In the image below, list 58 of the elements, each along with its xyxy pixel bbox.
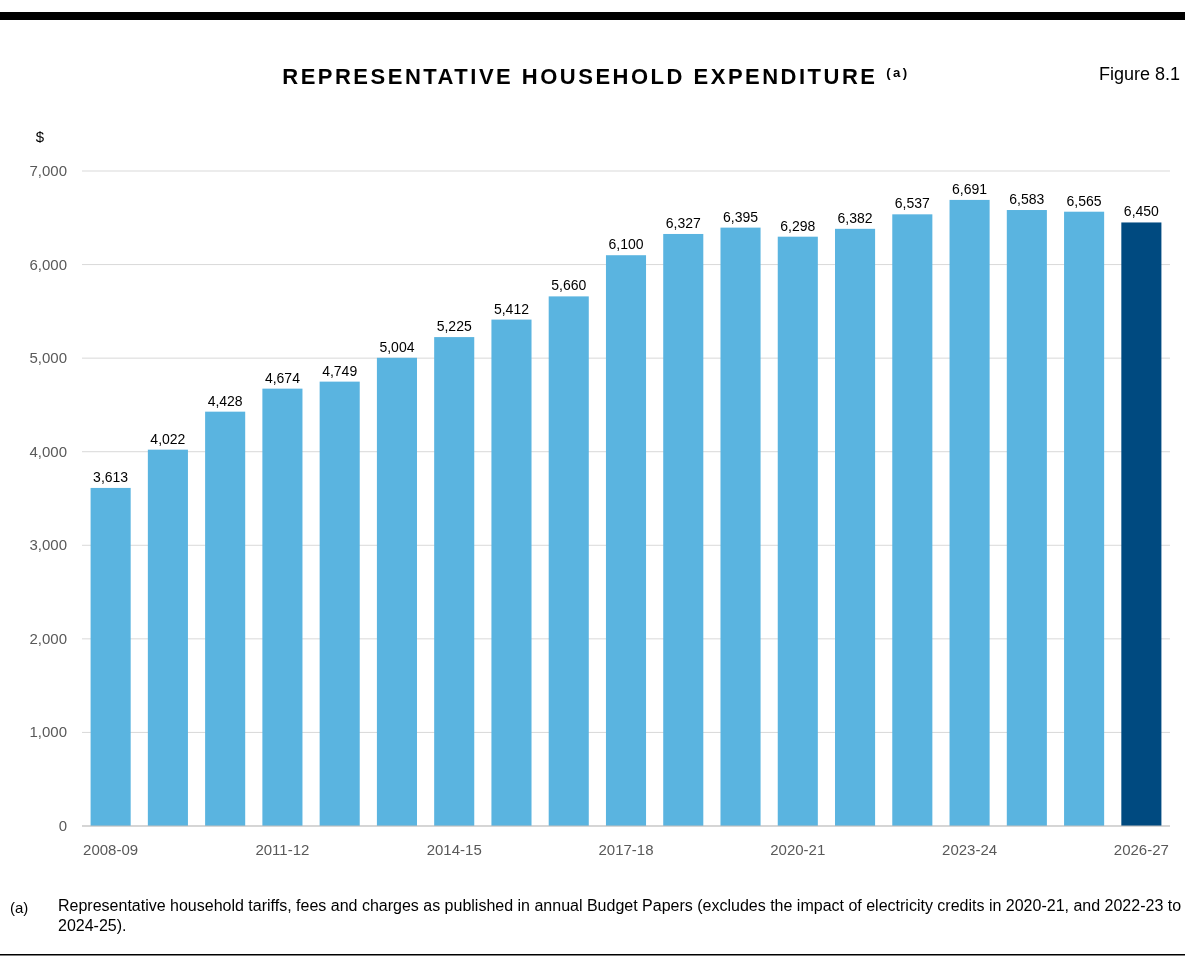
- data-label: 6,382: [837, 209, 873, 226]
- y-tick-label: 6,000: [29, 255, 67, 273]
- data-label: 4,674: [264, 369, 301, 386]
- bar: [892, 214, 933, 826]
- y-tick-label: 4,000: [29, 442, 67, 460]
- data-label: 6,565: [1066, 192, 1102, 209]
- bar: [376, 357, 417, 826]
- bar: [434, 337, 475, 826]
- data-label: 6,395: [723, 208, 759, 225]
- data-label: 6,298: [780, 217, 816, 234]
- bar: [949, 199, 990, 826]
- bar: [835, 228, 876, 826]
- text: (a): [10, 899, 29, 916]
- x-tick-label: 2014-15: [426, 841, 482, 858]
- data-label: 4,022: [150, 430, 186, 447]
- data-label: 6,691: [952, 180, 988, 197]
- data-label: 6,100: [608, 236, 644, 253]
- y-tick-label: 5,000: [29, 349, 67, 367]
- y-tick-label: 7,000: [29, 162, 67, 179]
- data-label: 5,660: [551, 277, 587, 294]
- data-label: 6,583: [1009, 191, 1045, 208]
- bar: [262, 388, 303, 826]
- bar: [90, 487, 131, 826]
- data-label: 6,537: [894, 195, 931, 212]
- bar: [147, 449, 188, 826]
- data-label: 5,412: [493, 300, 530, 317]
- caption: Figure 8.1: [1098, 64, 1180, 84]
- y-tick-label: 1,000: [29, 723, 67, 741]
- data-label: 3,613: [93, 468, 129, 485]
- bar: [548, 296, 589, 826]
- y-tick-label: 3,000: [29, 536, 67, 554]
- bar: [1064, 211, 1105, 826]
- data-label: 5,004: [379, 338, 415, 355]
- data-label: 4,428: [207, 392, 243, 409]
- data-label: 5,225: [436, 318, 472, 335]
- chart-title: REPRESENTATIVE HOUSEHOLD EXPENDITURE $^{(a)}$: [282, 64, 910, 89]
- bar: [319, 381, 360, 826]
- x-tick-label: 2023-24: [942, 841, 998, 858]
- data-label: 4,749: [322, 362, 358, 379]
- x-tick-label: 2026-27: [1113, 841, 1169, 858]
- x-tick-label: 2020-21: [770, 841, 826, 858]
- bar: [491, 319, 532, 826]
- y-tick-label: 0: [58, 817, 67, 834]
- data-label: 6,450: [1123, 203, 1160, 220]
- bar: [205, 411, 246, 826]
- bar: [777, 236, 818, 826]
- x-tick-label: 2011-12: [255, 841, 310, 858]
- x-tick-label: 2017-18: [598, 841, 654, 858]
- bar: [663, 233, 704, 826]
- bar: [1006, 210, 1047, 826]
- bar: [1121, 222, 1162, 826]
- bar: [720, 227, 761, 826]
- data-label: 6,327: [665, 214, 701, 231]
- text: Representative household tariffs, fees and charges as published in annual Budget Papers (excludes the impact of electricity credits in 2020-21, and 2022-23 to 2024-25).: [58, 896, 1183, 936]
- x-tick-label: 2008-09: [83, 841, 139, 858]
- bar: [605, 255, 647, 826]
- y-axis-title: $: [35, 128, 45, 145]
- y-tick-label: 2,000: [29, 629, 67, 647]
